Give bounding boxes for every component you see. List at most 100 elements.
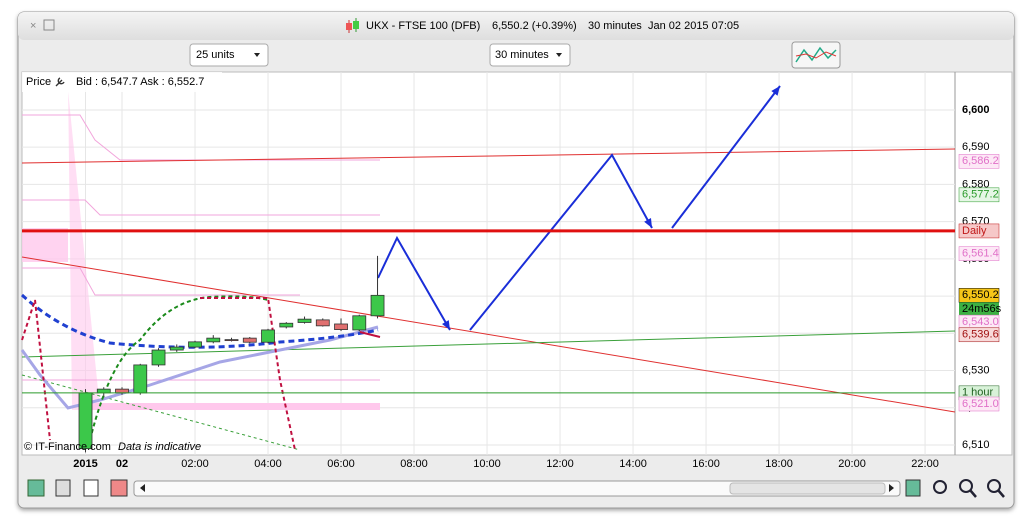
x-tick-label: 14:00 [619,458,647,470]
trendline [21,330,956,358]
candle-body [370,294,385,317]
band [68,80,100,410]
x-tick-label: 2015 [73,458,97,470]
zoom-out-icon[interactable] [959,479,973,493]
price-tag-label: 1 hour [962,387,994,399]
x-tick-label: 02 [116,458,128,470]
scrollbar[interactable] [133,480,901,497]
trendline [21,256,956,413]
scroll-thumb[interactable] [729,482,886,495]
drawing-tools-button[interactable] [791,41,841,69]
candle-body [261,329,275,343]
price-tag-label: 6,550.2 [962,289,999,301]
zoom-fit-icon[interactable] [933,480,947,494]
price-label: Price [26,76,51,88]
dropdown-arrow [556,53,562,57]
arrow-head [442,320,450,330]
x-tick-label: 20:00 [838,458,866,470]
close-button[interactable]: × [30,20,36,32]
x-tick-label: 22:00 [911,458,939,470]
x-tick-label: 08:00 [400,458,428,470]
candle-body [297,318,312,323]
band [22,228,68,262]
candle-body [334,323,348,330]
price-tag-label: 6,543.0 [962,316,999,328]
tool-icon[interactable] [83,479,99,497]
price-tag-label: 6,586.2 [962,155,999,167]
countdown-tag [959,302,999,316]
candle-body [133,364,148,394]
band-line [22,267,300,296]
moving-average [89,295,269,441]
bottom-toolbar [27,479,1005,498]
x-tick-label: 04:00 [254,458,282,470]
trendline [21,148,956,164]
window-title: UKX - FTSE 100 (DFB) [366,20,480,32]
candle-body [115,388,129,394]
tool-icon[interactable] [110,479,128,497]
candle-body [169,346,184,351]
candle-body [352,315,367,331]
candle-body [206,337,221,343]
price-tag [958,246,1000,261]
candle-body [188,341,202,348]
plot-area [20,72,956,455]
candle-body [242,337,257,343]
title-bar [18,12,1014,40]
moving-average [359,331,381,338]
projection-arrow [671,85,781,229]
maximize-button[interactable] [43,19,55,31]
tool-icon[interactable] [905,479,921,497]
moving-average [20,325,379,410]
tool-icon[interactable] [55,479,71,497]
candle-body [279,322,294,328]
projection-arrow [377,235,451,331]
price-tag [958,396,1000,412]
price-tag-label: 6,539.6 [962,329,999,341]
header-backdrop [22,72,222,92]
interval-dropdown[interactable] [489,43,571,67]
price-tag [958,223,1000,239]
candle-body [151,349,166,366]
settings-icon[interactable] [55,77,65,87]
y-tick-label: 6,590 [962,141,990,153]
countdown: 24m56s [962,303,1002,315]
copyright: © IT-Finance.com [24,441,111,453]
units-value: 25 units [196,49,235,61]
window-timestamp: Jan 02 2015 07:05 [648,20,739,32]
x-tick-label: 06:00 [327,458,355,470]
candle-body [224,339,239,342]
chart-panel [21,71,1013,456]
window-interval: 30 minutes [588,20,642,32]
bid-ask: Bid : 6,547.7 Ask : 6,552.7 [76,76,204,88]
projection-arrow [469,153,653,331]
interval-value: 30 minutes [495,49,549,61]
x-tick-label: 16:00 [692,458,720,470]
y-tick-label: 6,510 [962,439,990,451]
units-dropdown[interactable] [189,43,269,67]
dropdown-arrow [254,53,260,57]
zoom-in-icon[interactable] [987,479,1001,493]
x-tick-label: 12:00 [546,458,574,470]
candle-body [96,388,111,394]
tool-icon[interactable] [27,479,45,497]
arrow-head [771,86,780,96]
x-tick-label: 10:00 [473,458,501,470]
candle-body [315,319,330,327]
price-tag-label: Daily [962,225,987,237]
y-tick-label: 6,600 [962,104,990,116]
data-note: Data is indicative [118,441,201,453]
band-line [22,199,380,216]
x-tick-label: 02:00 [181,458,209,470]
arrow-head [644,218,652,228]
price-tag-label: 6,577.2 [962,189,999,201]
price-tag-label: 6,521.0 [962,398,999,410]
x-tick-label: 18:00 [765,458,793,470]
price-tag [958,154,1000,169]
y-tick-label: 6,580 [962,178,990,190]
window-quote: 6,550.2 (+0.39%) [492,20,577,32]
price-tag [958,187,1000,203]
price-tag-label: 6,561.4 [962,248,999,260]
price-tag [958,327,1000,343]
